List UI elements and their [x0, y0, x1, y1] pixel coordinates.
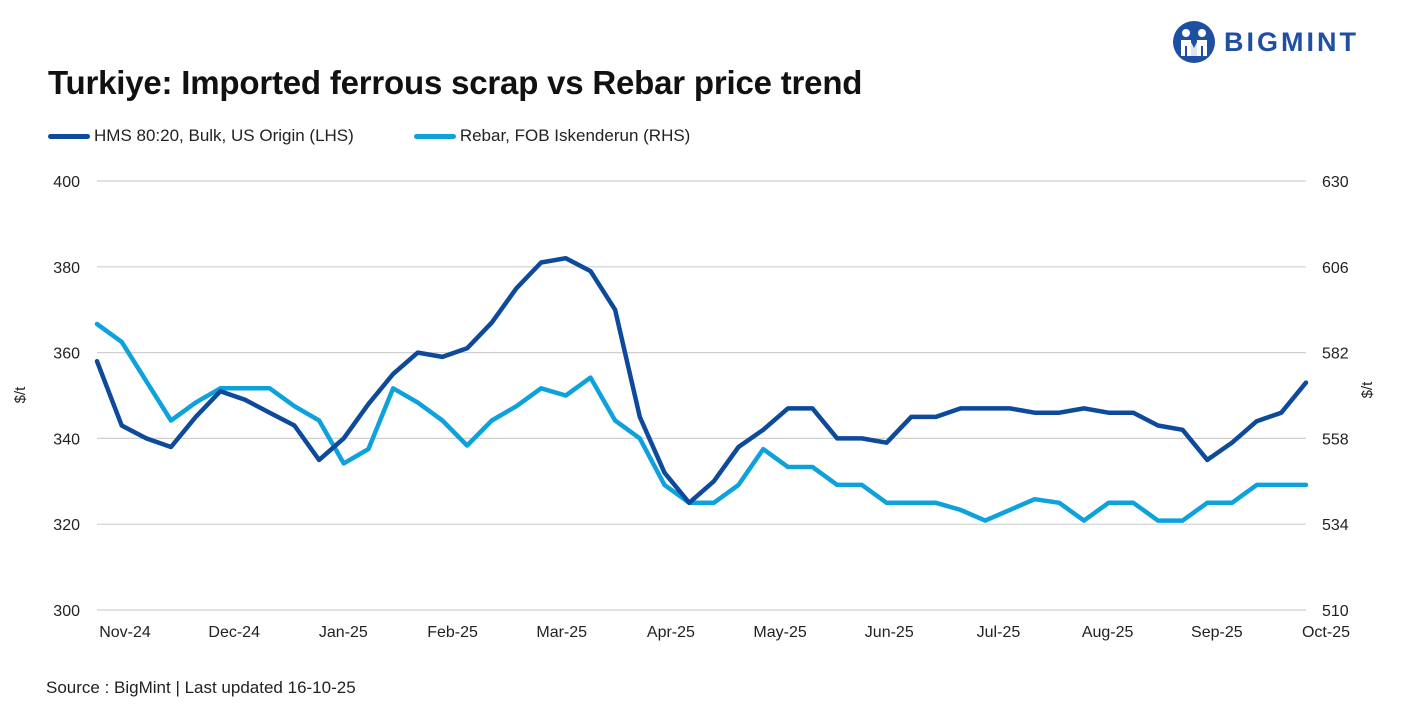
left-y-axis-label: $/t: [12, 386, 29, 404]
bigmint-logo-icon: [1173, 21, 1215, 63]
y-tick-right: 534: [1322, 517, 1349, 534]
y-tick-left: 360: [53, 346, 80, 363]
y-tick-left: 340: [53, 431, 80, 448]
x-tick-label: Aug-25: [1082, 624, 1134, 641]
y-tick-right: 510: [1322, 603, 1349, 620]
legend-label-hms: HMS 80:20, Bulk, US Origin (LHS): [94, 126, 354, 145]
series-line-hms: [94, 255, 1309, 506]
chart-legend: HMS 80:20, Bulk, US Origin (LHS) Rebar, …: [48, 126, 750, 146]
legend-swatch-hms: [48, 133, 90, 139]
y-tick-left: 380: [53, 260, 80, 277]
x-tick-label: Feb-25: [427, 624, 478, 641]
y-tick-left: 400: [53, 174, 80, 191]
y-tick-left: 320: [53, 517, 80, 534]
x-tick-label: Jan-25: [319, 624, 368, 641]
legend-item-hms: HMS 80:20, Bulk, US Origin (LHS): [48, 126, 354, 146]
x-tick-label: Sep-25: [1191, 624, 1243, 641]
chart-title: Turkiye: Imported ferrous scrap vs Rebar…: [48, 64, 863, 101]
x-tick-label: Mar-25: [536, 624, 587, 641]
right-y-axis-ticks: 630 606 582 558 534 510: [1322, 174, 1349, 620]
right-y-axis-label: $/t: [1359, 381, 1376, 399]
y-tick-right: 558: [1322, 431, 1349, 448]
x-tick-label: Jun-25: [865, 624, 914, 641]
bigmint-wordmark: BIGMINT: [1224, 26, 1359, 57]
y-tick-left: 300: [53, 603, 80, 620]
y-tick-right: 606: [1322, 260, 1349, 277]
y-tick-right: 630: [1322, 174, 1349, 191]
chart-series: [94, 255, 1309, 523]
left-y-axis-ticks: 400 380 360 340 320 300: [53, 174, 80, 620]
legend-swatch-rebar: [413, 133, 456, 139]
legend-item-rebar: Rebar, FOB Iskenderun (RHS): [413, 126, 691, 146]
x-axis-ticks: Nov-24 Dec-24 Jan-25 Feb-25 Mar-25 Apr-25 May-…: [99, 624, 1350, 641]
x-tick-label: Jul-25: [977, 624, 1021, 641]
x-tick-label: Dec-24: [208, 624, 260, 641]
x-tick-label: May-25: [753, 624, 806, 641]
x-tick-label: Nov-24: [99, 624, 151, 641]
source-note: Source : BigMint | Last updated 16-10-25: [46, 678, 356, 697]
x-tick-label: Apr-25: [647, 624, 695, 641]
chart-gridlines: [97, 180, 1306, 611]
bigmint-logo: BIGMINT: [1172, 20, 1359, 64]
series-line-rebar: [94, 321, 1309, 523]
x-tick-label: Oct-25: [1302, 624, 1350, 641]
y-tick-right: 582: [1322, 346, 1349, 363]
legend-label-rebar: Rebar, FOB Iskenderun (RHS): [459, 126, 691, 145]
